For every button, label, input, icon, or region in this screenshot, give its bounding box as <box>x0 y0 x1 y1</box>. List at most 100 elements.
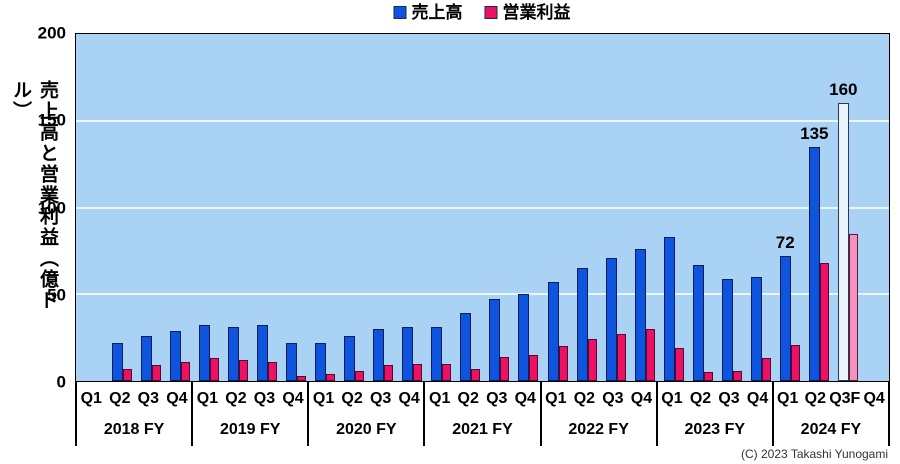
revenue-bar <box>721 278 733 381</box>
revenue-bar <box>402 327 414 381</box>
quarter-label: Q1 <box>80 390 102 407</box>
year-group-2020: Q1 Q2 Q3 Q4 2020 FY <box>307 382 423 446</box>
year-label: 2022 FY <box>568 421 629 438</box>
quarter-labels-2023: Q1 Q2 Q3 Q4 <box>658 382 772 416</box>
year-label: 2018 FY <box>103 421 165 438</box>
quarter-label: Q4 <box>746 390 769 407</box>
operating-income-bar <box>181 361 191 381</box>
operating-income-bar <box>210 358 220 381</box>
revenue-bar <box>547 282 559 381</box>
quarter-slot-2020-Q3 <box>366 34 395 381</box>
quarter-label: Q2 <box>804 390 827 407</box>
quarter-labels-2018: Q1 Q2 Q3 Q4 <box>77 382 191 416</box>
revenue-bar <box>199 325 211 381</box>
quarter-label: Q2 <box>573 390 596 407</box>
revenue-bar <box>692 264 704 381</box>
quarter-label: Q1 <box>777 390 799 407</box>
operating-income-bar <box>732 370 742 381</box>
quarter-slot-2023-Q4 <box>744 34 773 381</box>
plot-area: 72 135 160 <box>75 33 890 382</box>
revenue-bar <box>373 328 385 381</box>
operating-income-bar <box>471 368 481 381</box>
year-group-2023: Q1 Q2 Q3 Q4 2023 FY <box>655 382 772 446</box>
x-axis: Q1 Q2 Q3 Q4 2018 FY Q1 Q2 Q3 Q4 2019 FY Q1 Q2 Q3 Q4 20… <box>75 382 890 446</box>
operating-income-bar <box>645 328 655 381</box>
revenue-bar <box>286 342 298 381</box>
revenue-bar <box>431 327 443 381</box>
operating-income-bar <box>297 375 307 381</box>
y-tick-label: 200 <box>37 23 66 43</box>
year-group-2018: Q1 Q2 Q3 Q4 2018 FY <box>75 382 191 446</box>
revenue-bar <box>605 257 617 381</box>
data-label: 160 <box>829 80 858 100</box>
operating-income-bar <box>413 363 423 381</box>
quarter-label: Q3 <box>718 390 740 407</box>
quarter-label: Q2 <box>225 390 247 407</box>
operating-income-bar <box>384 365 394 381</box>
quarter-slot-2023-Q3 <box>715 34 744 381</box>
quarter-slot-2022-Q4 <box>628 34 657 381</box>
quarter-label: Q1 <box>429 390 451 407</box>
quarter-label: Q4 <box>863 390 885 407</box>
revenue-bar: 160 <box>829 80 858 381</box>
quarter-label: Q3 <box>486 390 508 407</box>
quarter-label: Q1 <box>545 390 567 407</box>
quarter-slot-2020-Q4 <box>395 34 424 381</box>
year-group-2021: Q1 Q2 Q3 Q4 2021 FY <box>423 382 539 446</box>
operating-income-bar <box>558 346 568 381</box>
year-group-2024: Q1 Q2 Q3F Q4 2024 FY <box>771 382 890 446</box>
operating-income-bar <box>239 360 249 381</box>
year-label: 2021 FY <box>452 421 513 438</box>
quarter-slot-2023-Q2 <box>686 34 715 381</box>
legend-swatch-icon <box>393 6 407 19</box>
operating-income-bar <box>268 361 278 381</box>
quarter-slot-2024-Q2: 135 <box>800 34 831 381</box>
revenue-bar <box>750 276 762 381</box>
operating-income-bar <box>819 263 829 381</box>
quarter-label: Q4 <box>166 390 188 407</box>
quarter-labels-2024: Q1 Q2 Q3F Q4 <box>774 382 888 416</box>
revenue-bar <box>460 313 472 381</box>
quarter-slot-2021-Q4 <box>511 34 540 381</box>
revenue-bar: 135 <box>800 124 828 381</box>
data-label: 72 <box>775 233 795 253</box>
revenue-bar <box>141 335 153 381</box>
quarter-label: Q1 <box>661 390 683 407</box>
legend-item-operating-income: 営業利益 <box>484 4 571 21</box>
operating-income-bar <box>123 368 133 381</box>
legend-swatch-icon <box>484 6 498 19</box>
chart-legend: 売上高 営業利益 <box>393 4 571 21</box>
operating-income-bar <box>587 339 597 381</box>
quarter-slot-2018-Q3 <box>134 34 163 381</box>
quarter-slot-2022-Q1 <box>541 34 570 381</box>
y-axis-title: 売上高と営業利益（億ドル） <box>10 80 58 311</box>
operating-income-bar <box>152 365 162 381</box>
revenue-bar <box>315 342 327 381</box>
quarter-slot-2023-Q1 <box>657 34 686 381</box>
operating-income-bar <box>326 374 336 381</box>
quarter-label: Q2 <box>109 390 131 407</box>
quarter-label: Q4 <box>630 390 653 407</box>
revenue-bar <box>518 294 530 381</box>
quarter-label: Q2 <box>457 390 479 407</box>
quarter-label: Q3 <box>253 390 276 407</box>
quarter-label: Q2 <box>341 390 363 407</box>
revenue-bar <box>663 237 675 381</box>
quarter-labels-2021: Q1 Q2 Q3 Q4 <box>425 382 539 416</box>
revenue-bar <box>576 268 588 381</box>
year-label: 2023 FY <box>684 421 746 438</box>
quarter-slot-2018-Q4 <box>163 34 192 381</box>
quarter-slot-2018-Q1 <box>76 34 105 381</box>
operating-income-bar <box>848 233 858 381</box>
quarter-slot-2024-Q4 <box>860 34 889 381</box>
revenue-bar <box>489 299 501 381</box>
quarter-label: Q2 <box>689 390 712 407</box>
quarter-labels-2019: Q1 Q2 Q3 Q4 <box>193 382 307 416</box>
revenue-bar <box>634 249 646 381</box>
data-label: 135 <box>800 123 829 143</box>
quarter-slot-2022-Q3 <box>599 34 628 381</box>
quarter-label: Q3 <box>369 390 392 407</box>
revenue-bar <box>170 330 182 381</box>
quarter-label: Q3F <box>829 390 861 407</box>
